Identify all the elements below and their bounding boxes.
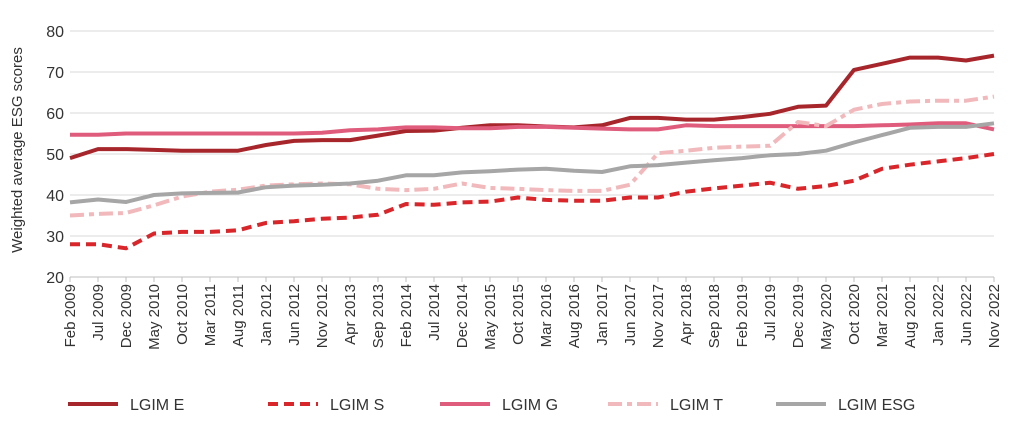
series-line-lgim-g: [70, 121, 995, 137]
x-tick-label: Mar 2021: [874, 284, 891, 347]
legend-label: LGIM E: [130, 397, 184, 414]
y-tick-label: 50: [46, 147, 64, 164]
x-tick-label: Jan 2012: [258, 284, 275, 346]
x-tick-label: Nov 2022: [986, 284, 1003, 348]
x-tick-label: Dec 2019: [790, 284, 807, 348]
legend-label: LGIM ESG: [838, 397, 915, 414]
x-tick-label: Oct 2020: [846, 284, 863, 345]
x-tick-label: Dec 2014: [454, 284, 471, 348]
x-tick-label: Sep 2018: [706, 284, 723, 348]
x-tick-label: Jan 2022: [930, 284, 947, 346]
x-tick-label: Jan 2017: [594, 284, 611, 346]
legend-label: LGIM G: [502, 397, 558, 414]
series-lines: [69, 53, 995, 251]
y-tick-label: 30: [46, 229, 64, 246]
y-tick-label: 80: [46, 24, 64, 41]
x-tick-label: Mar 2016: [538, 284, 555, 347]
y-tick-label: 20: [46, 270, 64, 287]
x-tick-label: May 2015: [482, 284, 499, 350]
x-tick-label: Jun 2017: [622, 284, 639, 346]
x-tick-label: Nov 2012: [314, 284, 331, 348]
y-axis-label: Weighted average ESG scores: [9, 47, 26, 253]
x-tick-label: May 2010: [146, 284, 163, 350]
x-tick-label: Jul 2019: [762, 284, 779, 341]
x-tick-label: Feb 2019: [734, 284, 751, 347]
series-line-lgim-esg: [69, 121, 995, 205]
x-tick-label: Jun 2022: [958, 284, 975, 346]
series-line-lgim-s: [70, 152, 995, 251]
x-tick-label: Nov 2017: [650, 284, 667, 348]
x-tick-label: Sep 2013: [370, 284, 387, 348]
x-tick-label: Jul 2014: [426, 284, 443, 341]
x-tick-label: Feb 2014: [398, 284, 415, 347]
x-tick-label: Jul 2009: [90, 284, 107, 341]
y-tick-label: 70: [46, 65, 64, 82]
x-tick-label: Aug 2016: [566, 284, 583, 348]
x-tick-label: Dec 2009: [118, 284, 135, 348]
x-tick-label: Mar 2011: [202, 284, 219, 346]
x-tick-label: Apr 2013: [342, 284, 359, 345]
x-tick-label: Oct 2015: [510, 284, 527, 345]
x-tick-label: Aug 2011: [230, 284, 247, 347]
legend-label: LGIM T: [670, 397, 723, 414]
x-tick-label: Apr 2018: [678, 284, 695, 345]
x-tick-label: Jun 2012: [286, 284, 303, 346]
y-tick-label: 40: [46, 188, 64, 205]
x-tick-label: Aug 2021: [902, 284, 919, 348]
x-tick-label: Oct 2010: [174, 284, 191, 345]
legend-label: LGIM S: [330, 397, 384, 414]
x-tick-label: Feb 2009: [62, 284, 79, 347]
axes: 20 30 40 50 60 70 80 Feb 2009 Jul 2009 Dec 2009 Ma…: [46, 24, 1003, 350]
grid-lines: [70, 30, 994, 278]
y-tick-label: 60: [46, 106, 64, 123]
legend: LGIM E LGIM S LGIM G LGIM T LGIM ESG: [68, 397, 915, 414]
x-tick-label: May 2020: [818, 284, 835, 350]
